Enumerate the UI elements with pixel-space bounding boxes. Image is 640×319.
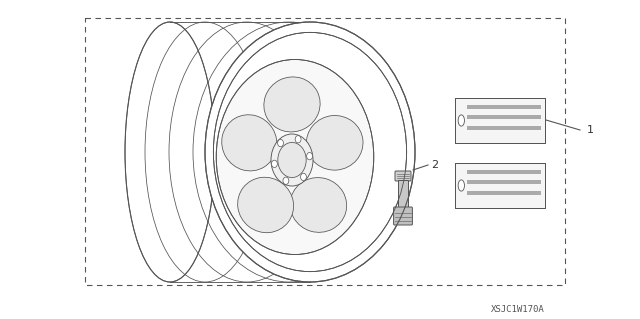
Bar bbox=[455, 98, 545, 143]
Bar bbox=[467, 115, 541, 119]
Ellipse shape bbox=[278, 139, 284, 147]
Bar bbox=[467, 105, 541, 109]
Text: 1: 1 bbox=[586, 125, 593, 135]
Bar bbox=[397, 180, 408, 212]
Ellipse shape bbox=[301, 173, 307, 181]
FancyBboxPatch shape bbox=[394, 207, 412, 225]
Ellipse shape bbox=[458, 115, 465, 126]
Bar bbox=[467, 180, 541, 184]
Bar bbox=[85, 18, 565, 285]
Ellipse shape bbox=[278, 143, 306, 178]
Ellipse shape bbox=[216, 60, 374, 255]
Ellipse shape bbox=[125, 22, 215, 282]
Ellipse shape bbox=[264, 77, 320, 132]
Ellipse shape bbox=[307, 115, 363, 170]
Ellipse shape bbox=[290, 178, 347, 232]
Ellipse shape bbox=[221, 115, 277, 171]
Bar bbox=[467, 170, 541, 174]
Bar bbox=[455, 98, 545, 143]
FancyBboxPatch shape bbox=[395, 171, 411, 181]
Ellipse shape bbox=[271, 160, 277, 167]
Bar bbox=[455, 163, 545, 208]
Ellipse shape bbox=[283, 177, 289, 184]
Ellipse shape bbox=[295, 136, 301, 143]
Ellipse shape bbox=[205, 22, 415, 282]
Bar bbox=[455, 163, 545, 208]
Ellipse shape bbox=[307, 152, 312, 160]
Ellipse shape bbox=[237, 177, 294, 233]
Ellipse shape bbox=[458, 180, 465, 191]
Bar bbox=[467, 191, 541, 195]
Ellipse shape bbox=[271, 134, 313, 186]
Text: 2: 2 bbox=[431, 160, 438, 170]
Bar bbox=[467, 126, 541, 130]
Text: XSJC1W170A: XSJC1W170A bbox=[492, 305, 545, 314]
